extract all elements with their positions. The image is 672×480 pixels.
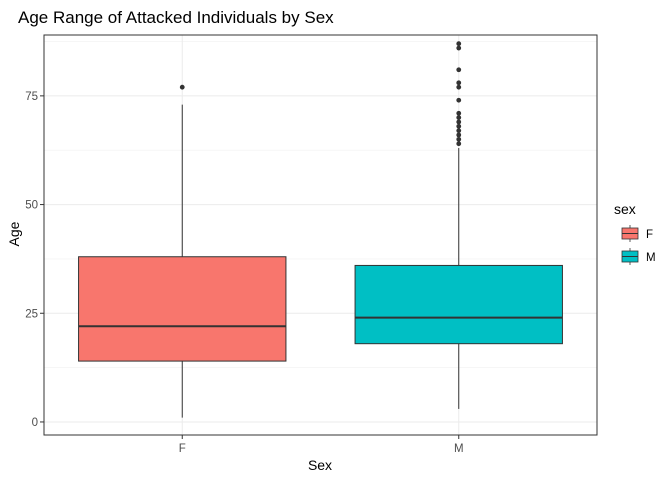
x-tick-label: F [179, 443, 186, 455]
y-tick-label: 50 [25, 200, 38, 212]
outlier-point [456, 136, 462, 142]
outlier-point [179, 84, 185, 90]
outlier-point [456, 80, 462, 86]
panel-border [43, 34, 598, 436]
outlier-point [456, 141, 462, 147]
y-axis-title: Age [6, 221, 22, 246]
x-axis-title: Sex [308, 457, 332, 473]
panel-background [44, 35, 597, 435]
outlier-point [456, 132, 462, 138]
outlier-point [456, 67, 462, 73]
outlier-point [456, 119, 462, 125]
outlier-point [456, 84, 462, 90]
legend-key-M [621, 248, 639, 265]
plot-panel [43, 34, 598, 436]
box-body [354, 264, 563, 345]
legend-label: F [646, 229, 653, 241]
y-tick-label: 25 [25, 308, 38, 320]
y-axis: 0 25 50 75 [25, 91, 44, 429]
box-M [354, 41, 563, 409]
outlier-point [456, 128, 462, 134]
box-F [78, 84, 287, 418]
outlier-point [456, 45, 462, 51]
legend-title: sex [614, 201, 636, 217]
y-tick-label: 0 [32, 417, 38, 429]
y-tick-label: 75 [25, 91, 38, 103]
legend-key-F [621, 225, 639, 242]
x-tick-label: M [454, 443, 464, 455]
legend-label: M [646, 252, 656, 264]
chart-title: Age Range of Attacked Individuals by Sex [18, 8, 334, 27]
box-body [78, 256, 287, 362]
boxes [78, 41, 563, 418]
outlier-point [456, 97, 462, 103]
outlier-point [456, 115, 462, 121]
outlier-point [456, 110, 462, 116]
outlier-point [456, 123, 462, 129]
legend: sex FM [614, 201, 656, 265]
outlier-point [456, 41, 462, 47]
